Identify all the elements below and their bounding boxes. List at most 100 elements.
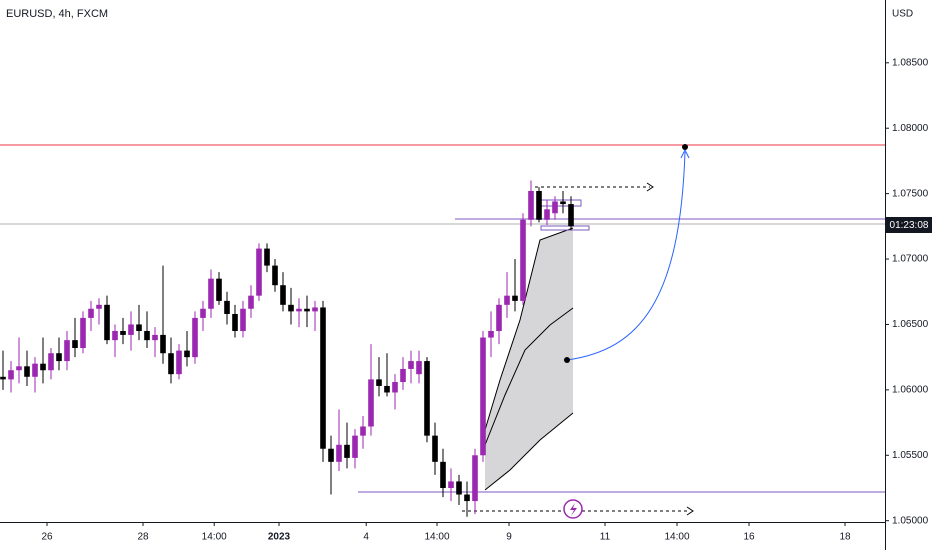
y-tick-label: 1.08000 [892, 123, 929, 134]
candle-body [72, 340, 78, 348]
forecast-cone [485, 228, 573, 490]
y-tick-label: 1.07500 [892, 188, 929, 199]
candle-body [384, 385, 390, 393]
lightning [570, 503, 577, 516]
candle-body [552, 201, 558, 214]
projection-curve [566, 151, 686, 361]
candle-body [248, 295, 254, 309]
candle-body [432, 435, 438, 462]
forecast-upper-line [484, 227, 574, 431]
candle-body [520, 219, 526, 301]
candle-body [96, 304, 102, 309]
candle-body [40, 363, 46, 371]
candle-body [64, 340, 70, 362]
candle-body [488, 330, 494, 338]
x-tick-label: 18 [839, 532, 851, 543]
candle-body [544, 209, 550, 220]
candle-body [240, 308, 246, 331]
candle-body [560, 201, 566, 205]
axis-currency: USD [892, 9, 913, 20]
candle-body [112, 330, 118, 341]
candle-body [336, 444, 342, 462]
candle-body [368, 379, 374, 427]
candle-body [312, 307, 318, 312]
y-tick-label: 1.06000 [892, 385, 929, 396]
candle-body [48, 353, 54, 371]
y-tick-label: 1.08500 [892, 57, 929, 68]
candle-body [304, 308, 310, 312]
candle-body [24, 366, 30, 377]
x-tick-label: 14:00 [202, 532, 227, 543]
candle-body [568, 204, 574, 227]
candle-body [400, 368, 406, 383]
candle-body [184, 350, 190, 358]
candle-body [440, 461, 446, 488]
candle-body [88, 308, 94, 318]
candle-body [56, 353, 62, 362]
candle-body [344, 444, 350, 458]
candle-body [360, 426, 366, 436]
curve-start [564, 357, 570, 363]
x-tick-label: 11 [600, 532, 611, 543]
candle-body [136, 324, 142, 331]
candle-body [528, 191, 534, 220]
candle-body [160, 334, 166, 354]
x-tick-label: 14:00 [664, 532, 689, 543]
x-tick-label: 2023 [268, 532, 291, 543]
x-tick-label: 14:00 [424, 532, 449, 543]
candle-body [456, 481, 462, 495]
candle-body [0, 376, 6, 380]
candle-body [496, 304, 502, 331]
candle-body [144, 330, 150, 341]
candle-body [448, 481, 454, 488]
forecast-mid-line [484, 307, 574, 446]
candle-body [512, 295, 518, 301]
candle-body [272, 265, 278, 286]
candle-body [256, 248, 262, 296]
candle-body [296, 308, 302, 312]
y-tick-label: 1.07000 [892, 254, 929, 265]
candle-body [408, 361, 414, 369]
candle-body [536, 191, 542, 220]
candle-body [464, 494, 470, 502]
arrow-head [686, 506, 694, 516]
x-tick-label: 26 [41, 532, 53, 543]
candle-body [208, 278, 214, 309]
candle-body [16, 366, 22, 371]
candle-body [472, 455, 478, 502]
curve-end [682, 144, 688, 150]
x-tick-label: 9 [506, 532, 512, 543]
candle-body [8, 370, 14, 380]
countdown-box [886, 217, 932, 233]
y-tick-label: 1.05000 [892, 515, 929, 526]
arrow-head [646, 182, 654, 192]
candle-body [328, 448, 334, 462]
price-axis-panel [885, 0, 932, 550]
candle-body [176, 350, 182, 375]
y-tick-label: 1.05500 [892, 450, 929, 461]
candle-body [376, 379, 382, 386]
candle-body [224, 300, 230, 314]
candle-body [120, 330, 126, 335]
x-tick-label: 16 [743, 532, 755, 543]
candle-body [200, 308, 206, 318]
candle-body [192, 317, 198, 358]
candle-body [392, 382, 398, 393]
candle-body [480, 337, 486, 456]
x-tick-label: 4 [363, 532, 369, 543]
candle-body [152, 334, 158, 341]
candles [0, 180, 574, 517]
candle-body [32, 363, 38, 377]
candle-body [416, 361, 422, 375]
forecast-lower-line [484, 412, 574, 491]
candle-body [216, 278, 222, 301]
candle-body [80, 317, 86, 348]
candle-body [168, 353, 174, 375]
candle-body [232, 313, 238, 331]
x-tick-label: 28 [137, 532, 149, 543]
y-tick-label: 1.06500 [892, 319, 929, 330]
candle-body [264, 248, 270, 266]
candle-body [504, 295, 510, 305]
countdown: 01:23:08 [890, 220, 929, 231]
